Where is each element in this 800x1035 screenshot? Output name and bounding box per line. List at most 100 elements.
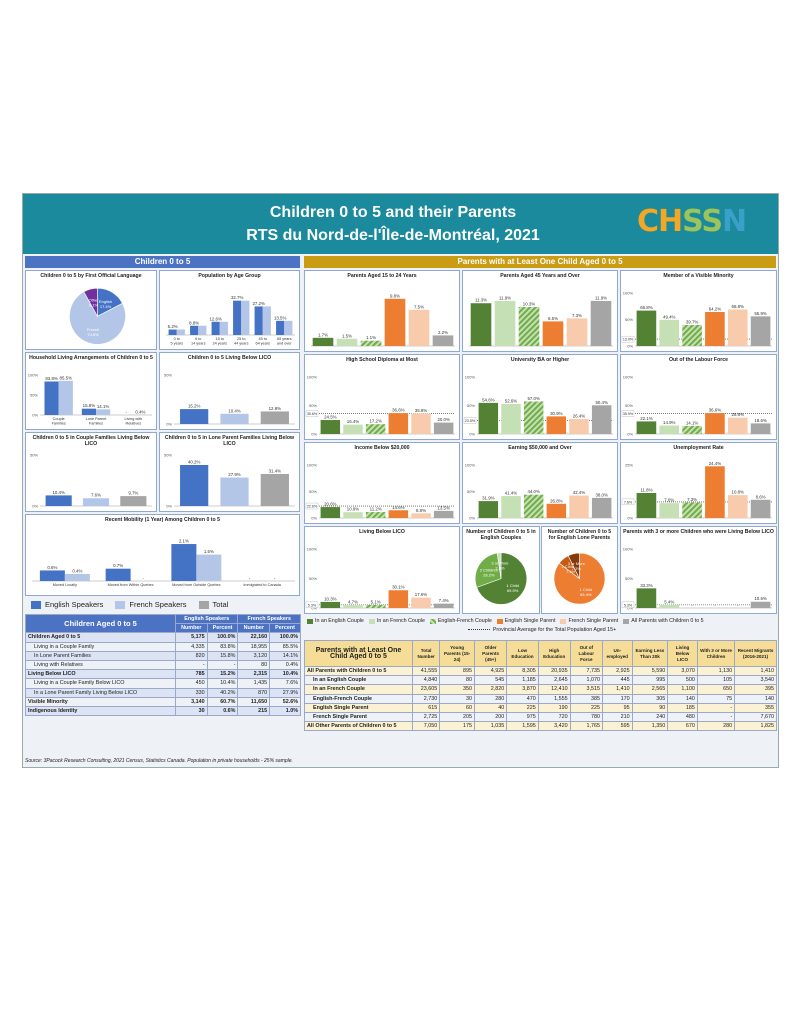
bar bbox=[365, 512, 386, 518]
bar bbox=[388, 590, 409, 608]
chart-title: Children 0 to 5 in Lone Parent Families … bbox=[164, 435, 295, 447]
data-label: 1.7% bbox=[318, 332, 328, 337]
parents-table: Parents with at Least One Child Aged 0 t… bbox=[304, 640, 777, 732]
slice-label: French bbox=[87, 327, 99, 332]
y-tick: 0% bbox=[627, 344, 633, 349]
y-tick: 0% bbox=[311, 516, 317, 521]
bar bbox=[636, 310, 657, 346]
y-tick: 50% bbox=[309, 576, 317, 581]
column-header: Total Number bbox=[411, 640, 441, 667]
data-label: 30.9% bbox=[550, 411, 563, 416]
data-label: 10.4% bbox=[228, 408, 241, 413]
bar bbox=[220, 413, 249, 424]
data-label: 36.6% bbox=[392, 408, 405, 413]
data-label: 38.0% bbox=[595, 492, 608, 497]
chart-title: Parents with 3 or more Children who were… bbox=[623, 529, 774, 535]
provincial-label: 7.6% bbox=[624, 500, 633, 504]
bar bbox=[750, 423, 771, 434]
bar bbox=[432, 335, 454, 346]
x-tick: 6 to bbox=[195, 337, 201, 341]
chart-r8: Earning $50,000 and Over 100% 50% 0% 31.9% 41… bbox=[462, 442, 618, 524]
chart-title: Living Below LICO bbox=[359, 529, 405, 535]
chart-r13: Parents with 3 or more Children who were… bbox=[620, 526, 777, 614]
bar bbox=[411, 597, 431, 608]
data-label: 0.4% bbox=[72, 568, 82, 573]
bar bbox=[591, 497, 612, 518]
data-label: 5.4% bbox=[664, 599, 674, 604]
data-label: 49.4% bbox=[663, 314, 676, 319]
pie-slice bbox=[83, 287, 98, 318]
data-label: 31.4% bbox=[269, 468, 282, 473]
chart-title: Children 0 to 5 by First Official Langua… bbox=[40, 273, 142, 279]
bar bbox=[542, 321, 564, 346]
x-tick: 45 to bbox=[259, 337, 267, 341]
data-label: 7.3% bbox=[572, 313, 582, 318]
chart-title: Unemployment Rate bbox=[673, 445, 724, 451]
slice-value: 85.4% bbox=[580, 592, 592, 597]
pie-slice bbox=[474, 552, 502, 588]
bar bbox=[523, 494, 544, 518]
data-label: 14.6% bbox=[392, 505, 405, 510]
data-label: - bbox=[737, 603, 739, 608]
chart-c5: Children 0 to 5 in Couple Families Livin… bbox=[25, 432, 157, 512]
bar bbox=[82, 498, 110, 506]
bar bbox=[478, 402, 499, 434]
provincial-label: 13.0% bbox=[623, 338, 634, 342]
data-label: - bbox=[126, 410, 128, 415]
column-header: Young Parents (15-24) bbox=[439, 640, 475, 667]
chart-title: Earning $50,000 and Over bbox=[508, 445, 572, 451]
data-label: 14.9% bbox=[663, 420, 676, 425]
source-note: Source: 3Pacock Research Consulting, 202… bbox=[25, 758, 293, 764]
data-label: 42.4% bbox=[573, 490, 586, 495]
data-label: 1.1% bbox=[366, 335, 376, 340]
data-label: 50.4% bbox=[595, 400, 608, 405]
table-row: Indigenous Identity 30 0.6% 215 1.0% bbox=[25, 705, 301, 717]
data-label: 10.6% bbox=[754, 596, 767, 601]
chart-title: Member of a Visible Minority bbox=[663, 273, 734, 279]
x-tick: 24 years bbox=[212, 342, 227, 346]
table-row: In an French Couple 23,605 350 2,820 3,870 12… bbox=[304, 684, 777, 695]
y-tick: 100% bbox=[307, 375, 318, 380]
table-row: English Single Parent 615 60 40 225 190 225 95 9… bbox=[304, 702, 777, 713]
left-band: Children 0 to 5 bbox=[25, 256, 300, 268]
y-tick: 50% bbox=[164, 453, 172, 458]
slice-value: 69.5% bbox=[507, 588, 519, 593]
bar bbox=[320, 507, 341, 518]
x-tick: 15 to bbox=[216, 337, 224, 341]
slice-label: 2 Children bbox=[480, 567, 498, 572]
bar bbox=[254, 306, 263, 335]
chart-title: Income Below $20,000 bbox=[354, 445, 410, 451]
slice-label: 3 or More bbox=[568, 561, 586, 566]
chart-title: Parents Aged 45 Years and Over bbox=[500, 273, 580, 279]
column-header: With 3 or More Children bbox=[696, 640, 736, 667]
right-band: Parents with at Least One Child Aged 0 t… bbox=[304, 256, 776, 268]
bar bbox=[196, 554, 222, 581]
bar bbox=[260, 473, 289, 506]
bar bbox=[433, 603, 454, 608]
bar bbox=[408, 309, 430, 346]
pie-slice bbox=[496, 552, 502, 579]
bar bbox=[659, 425, 680, 434]
chart-title: Household Living Arrangements of Childre… bbox=[29, 355, 153, 361]
table-row: All Parents with Children 0 to 5 41,555 89… bbox=[304, 665, 777, 677]
bar bbox=[636, 421, 657, 434]
x-tick: Relatives bbox=[126, 422, 142, 426]
bar bbox=[569, 418, 589, 434]
bar bbox=[58, 380, 73, 415]
bar bbox=[501, 496, 521, 518]
x-tick: Lone Parent bbox=[86, 417, 108, 421]
bar bbox=[220, 477, 249, 506]
bar bbox=[591, 405, 612, 434]
bar bbox=[682, 425, 702, 434]
table-row: Visible Minority 3,140 60.7% 11,650 52.6% bbox=[25, 696, 301, 707]
data-label: 41.4% bbox=[505, 491, 518, 496]
x-tick: Living with bbox=[124, 417, 142, 421]
data-label: 11.2% bbox=[370, 507, 382, 512]
bar bbox=[365, 604, 386, 608]
data-label: 17.6% bbox=[415, 592, 428, 597]
slice-value: 8.1% bbox=[89, 302, 99, 307]
table-row: Children Aged 0 to 5 5,175 100.0% 22,160 100… bbox=[25, 632, 301, 643]
data-label: 1.5% bbox=[204, 549, 214, 554]
chart-title: Population by Age Group bbox=[198, 273, 261, 279]
y-tick: 0% bbox=[469, 516, 475, 521]
